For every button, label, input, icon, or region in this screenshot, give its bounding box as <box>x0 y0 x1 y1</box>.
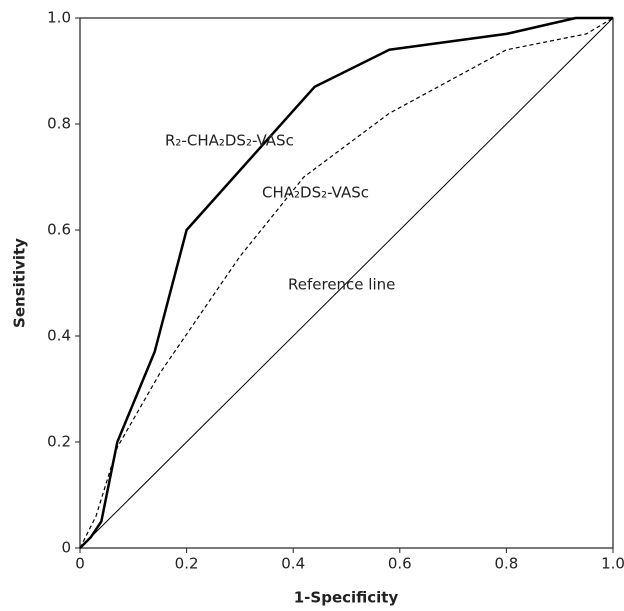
x-tick-label: 0.2 <box>175 555 199 573</box>
y-tick-label: 0 <box>61 539 71 557</box>
series-label: CHA₂DS₂-VASc <box>262 184 369 202</box>
roc-line <box>79 17 614 549</box>
y-tick-label: 0.8 <box>47 115 71 133</box>
x-axis-title: 1-Specificity <box>294 589 399 607</box>
y-tick-label: 0.4 <box>47 327 71 345</box>
y-tick-label: 0.2 <box>47 433 71 451</box>
y-axis-title: Sensitivity <box>11 238 29 328</box>
roc-line <box>79 16 613 549</box>
roc-line <box>79 17 614 549</box>
x-tick-label: 0.6 <box>388 555 412 573</box>
plot-frame <box>79 17 614 549</box>
y-tick-label: 0.6 <box>47 221 71 239</box>
x-tick-label: 0 <box>75 555 85 573</box>
series-label: R₂-CHA₂DS₂-VASc <box>165 132 294 150</box>
y-tick-label: 1.0 <box>47 9 71 27</box>
x-tick-label: 0.4 <box>281 555 305 573</box>
x-tick-label: 0.8 <box>494 555 518 573</box>
x-tick-label: 1.0 <box>601 555 624 573</box>
series-label: Reference line <box>288 276 395 294</box>
